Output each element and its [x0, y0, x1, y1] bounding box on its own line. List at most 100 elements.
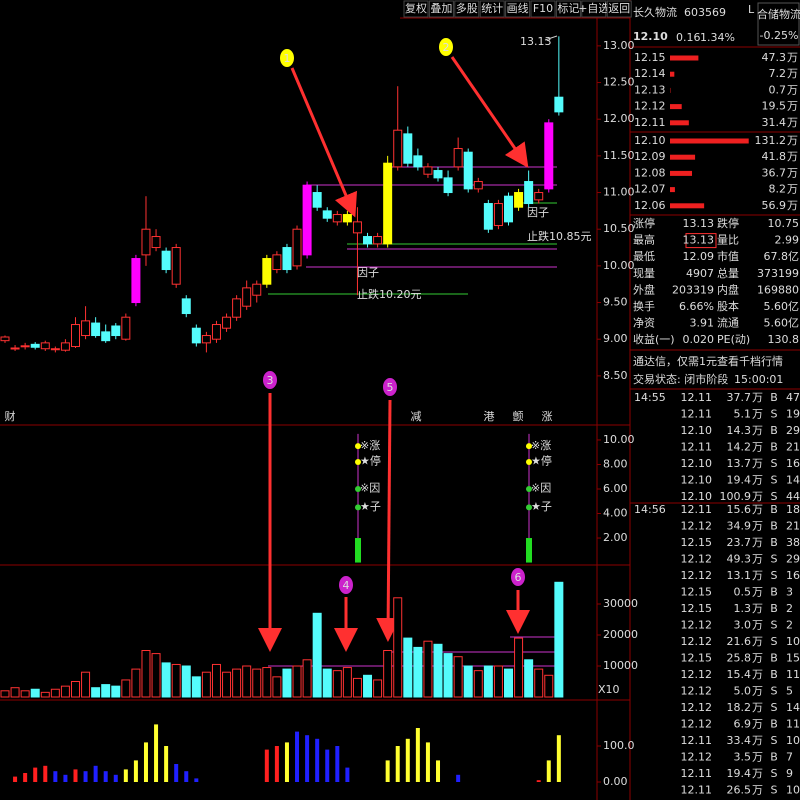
signal-label: ※涨	[360, 439, 380, 452]
book-price: 12.12	[634, 100, 666, 113]
toolbar-button[interactable]	[606, 0, 632, 18]
toolbar-label[interactable]: F10	[533, 2, 553, 15]
trade-volume: 1.3	[734, 602, 752, 615]
toolbar-button[interactable]	[454, 0, 480, 18]
volume-bar	[363, 674, 373, 698]
toolbar-button[interactable]	[555, 0, 581, 18]
trade-volume: 19.4	[727, 767, 752, 780]
toolbar-button[interactable]	[581, 0, 607, 18]
candle-body	[423, 166, 433, 175]
volume-bar	[50, 688, 60, 698]
toolbar-label[interactable]: 叠加	[430, 2, 452, 15]
trade-unit: 万	[752, 767, 763, 780]
toolbar-label[interactable]: 复权	[405, 1, 427, 15]
trade-time: 14:56	[634, 503, 666, 516]
trade-price: 12.12	[681, 751, 713, 764]
trade-count: 11	[786, 718, 800, 731]
volume-bar	[352, 677, 362, 698]
book-bar	[670, 170, 693, 176]
trade-side: S	[771, 553, 778, 566]
volume-bar	[544, 674, 554, 698]
book-bar	[670, 120, 689, 126]
toolbar-label[interactable]: 统计	[481, 2, 503, 15]
stat-value: 10.75	[768, 217, 800, 230]
sector-box[interactable]	[757, 2, 800, 46]
toolbar-button[interactable]	[428, 0, 454, 18]
trade-price: 12.10	[681, 424, 713, 437]
volume-bar	[211, 663, 221, 698]
indicator-bar	[436, 760, 441, 783]
toolbar-button[interactable]	[530, 0, 556, 18]
trade-side: S	[771, 569, 778, 582]
volume-bar	[0, 690, 10, 698]
book-volume: 31.4	[762, 116, 787, 129]
callout-badge	[383, 378, 397, 396]
toolbar-label[interactable]: 画线	[507, 1, 529, 15]
signal-dot	[355, 459, 361, 466]
trade-unit: 万	[752, 424, 763, 437]
stat-label: 总量	[717, 266, 739, 280]
book-volume: 7.2	[769, 67, 787, 80]
volume-bar	[302, 659, 312, 698]
trade-volume: 6.9	[734, 718, 752, 731]
candle-body	[322, 210, 332, 219]
trade-price: 12.15	[681, 652, 713, 665]
last-price: 12.10	[633, 30, 668, 43]
callout-badge	[263, 371, 277, 389]
highlight-box	[685, 233, 717, 249]
indicator-bar	[133, 760, 138, 783]
toolbar-button[interactable]	[403, 0, 429, 18]
signal-dot	[355, 485, 361, 492]
indicator-bar	[154, 724, 159, 783]
candle-body	[302, 184, 312, 256]
indicator-bar	[184, 771, 189, 783]
trade-price: 12.15	[681, 536, 713, 549]
book-unit: 万	[787, 150, 798, 163]
toolbar-label[interactable]: 多股	[456, 1, 478, 15]
book-bar	[670, 187, 675, 193]
notice[interactable]: 通达信，仅需1元查看千档行情	[633, 354, 783, 368]
stat-value: 67.8亿	[764, 250, 800, 263]
event-label: 减	[411, 410, 422, 423]
candle-body	[121, 316, 131, 340]
sector-change[interactable]: -0.25%	[760, 29, 799, 42]
book-volume: 8.2	[769, 183, 787, 196]
book-volume: 19.5	[762, 100, 787, 113]
stat-value: 12.09	[683, 250, 715, 263]
toolbar-button[interactable]	[505, 0, 531, 18]
trade-price: 12.10	[681, 490, 713, 503]
signal-label: ★停	[531, 454, 552, 468]
trade-side: S	[771, 635, 778, 648]
stat-value: 2.99	[775, 234, 800, 247]
signal-bar	[355, 538, 361, 563]
stat-value: 130.8	[768, 333, 800, 346]
sector-name[interactable]: 合储物流	[757, 7, 800, 21]
candle-body	[443, 177, 453, 194]
event-label: 颤	[513, 409, 524, 423]
trade-side: B	[770, 536, 778, 549]
trade-count: 10	[786, 635, 800, 648]
trade-volume: 15.4	[727, 668, 752, 681]
signal-label: ★子	[531, 500, 552, 513]
volume-bar	[10, 687, 20, 698]
trade-price: 12.12	[681, 685, 713, 698]
toolbar-label[interactable]: 标记	[557, 1, 579, 15]
book-price: 12.06	[634, 199, 666, 212]
trade-unit: 万	[752, 751, 763, 764]
toolbar-label[interactable]: +自选	[578, 2, 609, 15]
candle-body	[20, 345, 30, 348]
book-unit: 万	[787, 100, 798, 113]
toolbar-button[interactable]	[479, 0, 505, 18]
indicator-bar	[325, 749, 330, 783]
toolbar-label[interactable]: 返回	[608, 2, 630, 15]
candle-body	[50, 348, 60, 351]
candle-body	[383, 162, 393, 245]
trade-volume: 49.3	[727, 553, 752, 566]
volume-bar	[282, 668, 292, 698]
trade-side: B	[770, 441, 778, 454]
callout-number: 5	[387, 381, 394, 394]
trade-count: 14	[786, 701, 800, 714]
y-tick-label: 10.00	[603, 433, 635, 446]
book-price: 12.09	[634, 150, 666, 163]
